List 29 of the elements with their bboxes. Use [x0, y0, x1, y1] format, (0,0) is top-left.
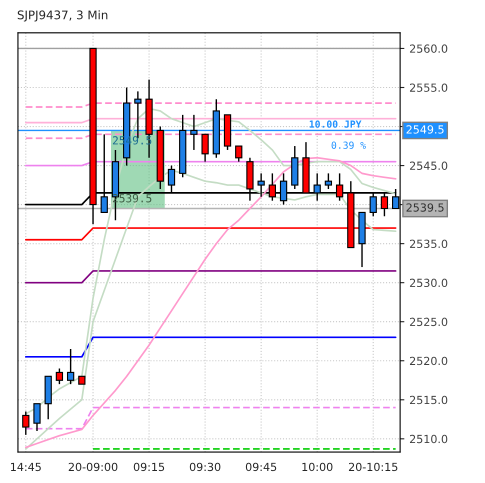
candlestick — [33, 402, 41, 432]
x-tick-label: 09:45 — [246, 462, 276, 472]
candlestick — [66, 348, 74, 385]
y-tick-label: 2510.0 — [410, 434, 448, 444]
candlestick — [235, 145, 242, 162]
y-tick-label: 2515.0 — [410, 396, 448, 404]
candlestick — [56, 368, 64, 385]
text: 2549.5 — [406, 125, 444, 134]
y-tick-label: 2555.0 — [410, 83, 448, 92]
candlestick — [190, 114, 198, 151]
annotation: 10.00 JPY — [310, 120, 362, 128]
y-tick-label: 2545.0 — [410, 162, 448, 170]
x-tick-label: 09:15 — [134, 462, 164, 472]
y-tick-label: 2520.0 — [410, 356, 448, 366]
y-tick-label: 2535.0 — [410, 240, 448, 248]
y-tick-label: 2525.0 — [410, 318, 448, 326]
candlestick — [324, 172, 332, 190]
x-tick-label: 20-10:15 — [348, 462, 398, 472]
candlestick — [201, 134, 209, 162]
annotation: 0.39 % — [332, 142, 366, 149]
candlestick — [22, 410, 30, 436]
x-tick-label: 10:00 — [302, 462, 332, 472]
x-tick-label: 14:45 — [11, 462, 41, 472]
x-tick-label: 09:30 — [190, 462, 220, 472]
chart-title: SJPJ9437, 3 Min — [18, 10, 108, 22]
x-tick-label: 20-09:00 — [68, 462, 118, 472]
y-tick-label: 2560.0 — [410, 44, 448, 53]
y-tick-label: 2530.0 — [410, 278, 448, 288]
text: 2539.5 — [406, 203, 444, 212]
